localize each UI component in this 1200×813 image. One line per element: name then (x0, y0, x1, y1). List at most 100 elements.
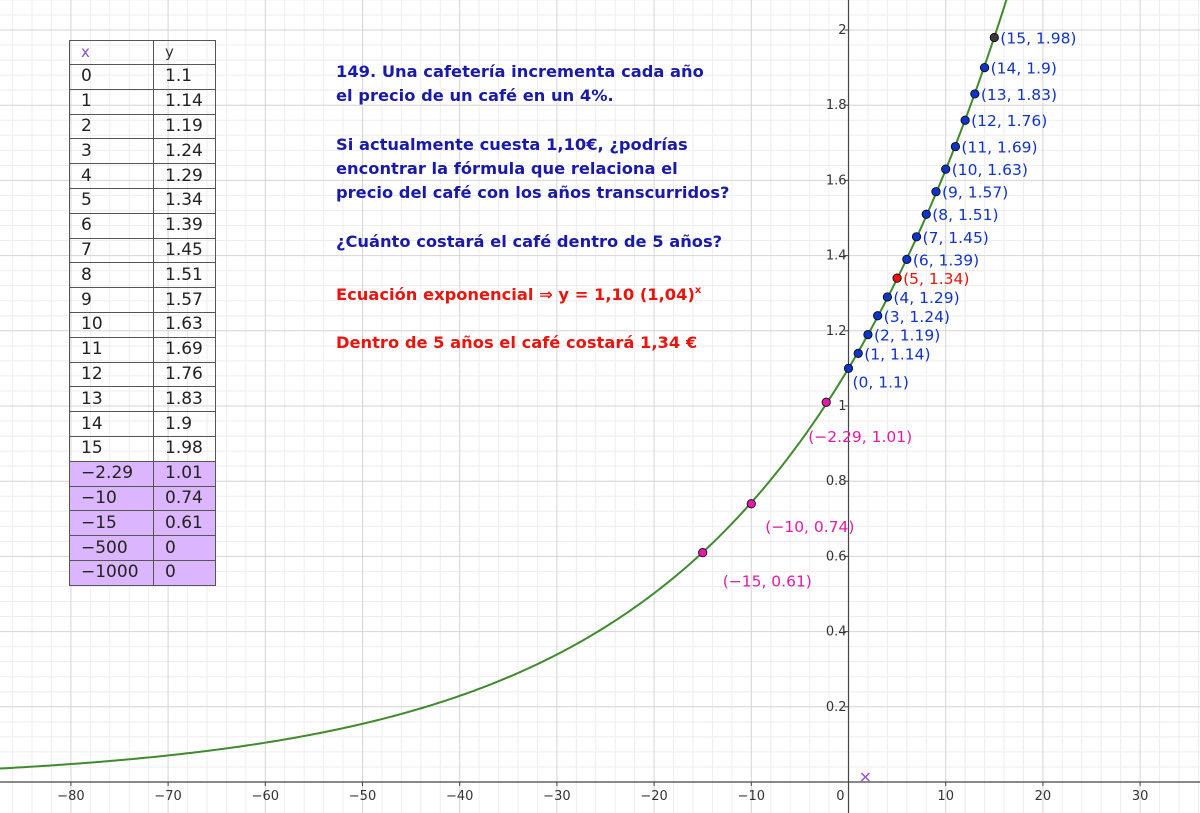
x-cell[interactable]: 9 (69, 287, 154, 313)
x-tick-label: −70 (154, 789, 181, 804)
point-label: (11, 1.69) (961, 139, 1037, 157)
y-cell[interactable]: 1.1 (153, 64, 216, 90)
x-cell[interactable]: 11 (69, 336, 154, 363)
problem-line-4: encontrar la fórmula que relaciona el (336, 159, 678, 179)
data-point[interactable] (892, 273, 902, 283)
y-cell[interactable]: 1.63 (153, 311, 216, 338)
y-cell[interactable]: 1.29 (153, 163, 216, 189)
y-cell[interactable]: 1.83 (153, 386, 216, 413)
x-cell[interactable]: 0 (69, 64, 154, 90)
data-point[interactable] (821, 397, 831, 407)
y-cell[interactable]: 1.51 (153, 262, 216, 289)
data-point[interactable] (960, 115, 970, 125)
x-cell[interactable]: 10 (69, 311, 154, 338)
data-point[interactable] (989, 32, 999, 43)
y-cell[interactable]: 0 (153, 559, 216, 586)
x-tick-label: −40 (446, 789, 473, 804)
x-cell[interactable]: 13 (69, 386, 154, 413)
table-row: 11 1.69 (69, 336, 216, 363)
x-cell[interactable]: 14 (69, 411, 154, 437)
data-point[interactable] (979, 62, 990, 73)
y-cell[interactable]: 1.9 (153, 411, 216, 437)
y-cell[interactable]: 1.24 (153, 138, 216, 165)
data-point[interactable] (970, 89, 980, 99)
x-cell[interactable]: −500 (69, 535, 154, 561)
values-table: x y 0 1.1 1 1.14 2 1.19 3 1.24 4 1.29 5 1.34 6 1.39 7 1.4… (69, 40, 216, 586)
equation-text: Ecuación exponencial ⇒ y = 1,10 (1,04) (336, 284, 695, 304)
point-label: (13, 1.83) (981, 86, 1057, 104)
data-point[interactable] (698, 548, 708, 558)
x-cell[interactable]: −10 (69, 485, 154, 512)
problem-line-5: precio del café con los años transcurrid… (336, 183, 730, 203)
data-point[interactable] (882, 292, 892, 302)
table-row: 15 1.98 (69, 435, 216, 462)
x-cell[interactable]: −1000 (69, 559, 154, 586)
x-cell[interactable]: 1 (69, 88, 154, 115)
question-line: ¿Cuánto costará el café dentro de 5 años… (336, 232, 723, 252)
y-cell[interactable]: 1.39 (153, 212, 216, 239)
tick-labels: −90−80−70−60−50−40−30−20−1001020300.20.4… (57, 23, 1149, 804)
data-point[interactable] (911, 232, 922, 242)
table-row: 0 1.1 (69, 64, 216, 90)
x-cell[interactable]: 3 (69, 138, 154, 165)
y-cell[interactable]: 1.98 (153, 435, 216, 462)
point-label: (14, 1.9) (991, 60, 1057, 78)
table-row-extra: −500 0 (69, 535, 216, 561)
x-cell[interactable]: 7 (69, 237, 154, 264)
x-tick-label: 30 (1132, 789, 1149, 804)
y-cell[interactable]: 1.01 (153, 460, 216, 487)
data-points (698, 32, 999, 782)
point-label: (2, 1.19) (874, 327, 940, 345)
x-cell[interactable]: x (69, 40, 154, 65)
point-label: (1, 1.14) (864, 345, 930, 363)
y-cell[interactable]: y (153, 40, 216, 65)
point-label: (6, 1.39) (913, 251, 979, 269)
x-cell[interactable]: 2 (69, 113, 154, 140)
table-row: 10 1.63 (69, 311, 216, 338)
data-point[interactable] (941, 164, 951, 174)
x-cell[interactable]: 5 (69, 187, 154, 214)
y-tick-label: 0.8 (826, 474, 847, 489)
data-point[interactable] (931, 187, 941, 197)
x-cell[interactable]: −2.29 (69, 460, 154, 487)
data-point[interactable] (863, 329, 873, 340)
y-cell[interactable]: 1.19 (153, 113, 216, 140)
data-point[interactable] (873, 311, 883, 321)
x-cell[interactable]: 15 (69, 435, 154, 462)
table-row: 12 1.76 (69, 361, 216, 388)
data-point[interactable] (853, 348, 863, 358)
point-label: (−2.29, 1.01) (808, 428, 912, 446)
y-cell[interactable]: 1.34 (153, 187, 216, 214)
point-labels: (0, 1.1) (1, 1.14)(2, 1.19)(3, 1.24)(4, 1… (723, 30, 1077, 591)
data-point[interactable] (921, 209, 931, 219)
y-tick-label: 0.4 (826, 625, 847, 640)
y-cell[interactable]: 1.45 (153, 237, 216, 264)
y-cell[interactable]: 0.61 (153, 510, 216, 537)
x-cell[interactable]: 4 (69, 163, 154, 189)
point-label: (5, 1.34) (903, 270, 969, 288)
y-cell[interactable]: 0.74 (153, 485, 216, 512)
answer-line: Dentro de 5 años el café costará 1,34 € (336, 333, 698, 353)
y-cell[interactable]: 0 (153, 535, 216, 561)
y-cell[interactable]: 1.69 (153, 336, 216, 363)
y-cell[interactable]: 1.76 (153, 361, 216, 388)
y-cell[interactable]: 1.57 (153, 287, 216, 313)
y-tick-label: 1 (838, 399, 846, 414)
data-point[interactable] (746, 499, 756, 509)
x-tick-label: −10 (738, 789, 765, 804)
y-cell[interactable]: 1.14 (153, 88, 216, 115)
x-cell[interactable]: 8 (69, 262, 154, 289)
data-point[interactable] (843, 363, 854, 373)
table-row: 5 1.34 (69, 187, 216, 214)
x-cell[interactable]: −15 (69, 510, 154, 537)
x-cell[interactable]: 12 (69, 361, 154, 388)
problem-line-3: Si actualmente cuesta 1,10€, ¿podrías (336, 134, 688, 154)
x-cell[interactable]: 6 (69, 212, 154, 239)
data-point[interactable] (902, 254, 912, 264)
point-label: (8, 1.51) (932, 206, 998, 224)
point-label: (0, 1.1) (853, 373, 909, 391)
data-point[interactable] (950, 141, 961, 152)
